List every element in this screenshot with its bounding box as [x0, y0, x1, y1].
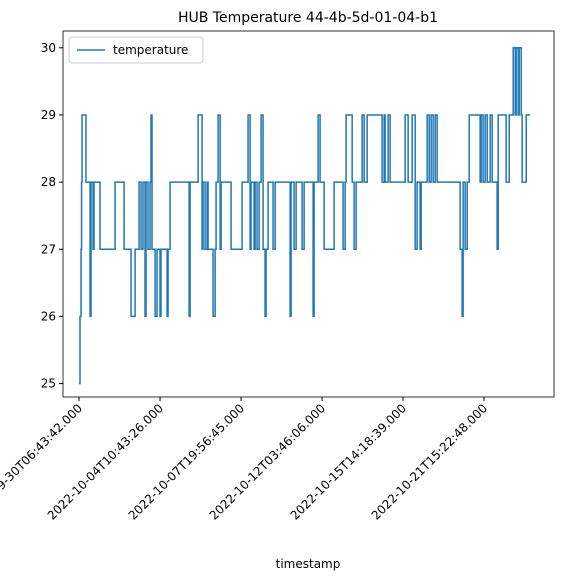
y-tick-label: 28	[41, 175, 56, 189]
y-tick-label: 25	[41, 377, 56, 391]
line	[79, 47, 531, 385]
legend-box	[68, 36, 204, 64]
y-tick-label: 30	[41, 41, 56, 55]
plot-frame	[62, 30, 555, 398]
y-tick-label: 29	[41, 108, 56, 122]
y-tick-label: 27	[41, 242, 56, 256]
x-axis-label: timestamp	[276, 557, 341, 571]
chart-title: HUB Temperature 44-4b-5d-01-04-b1	[178, 10, 438, 26]
y-tick-label: 26	[41, 309, 56, 323]
legend-label: temperature	[113, 43, 188, 57]
